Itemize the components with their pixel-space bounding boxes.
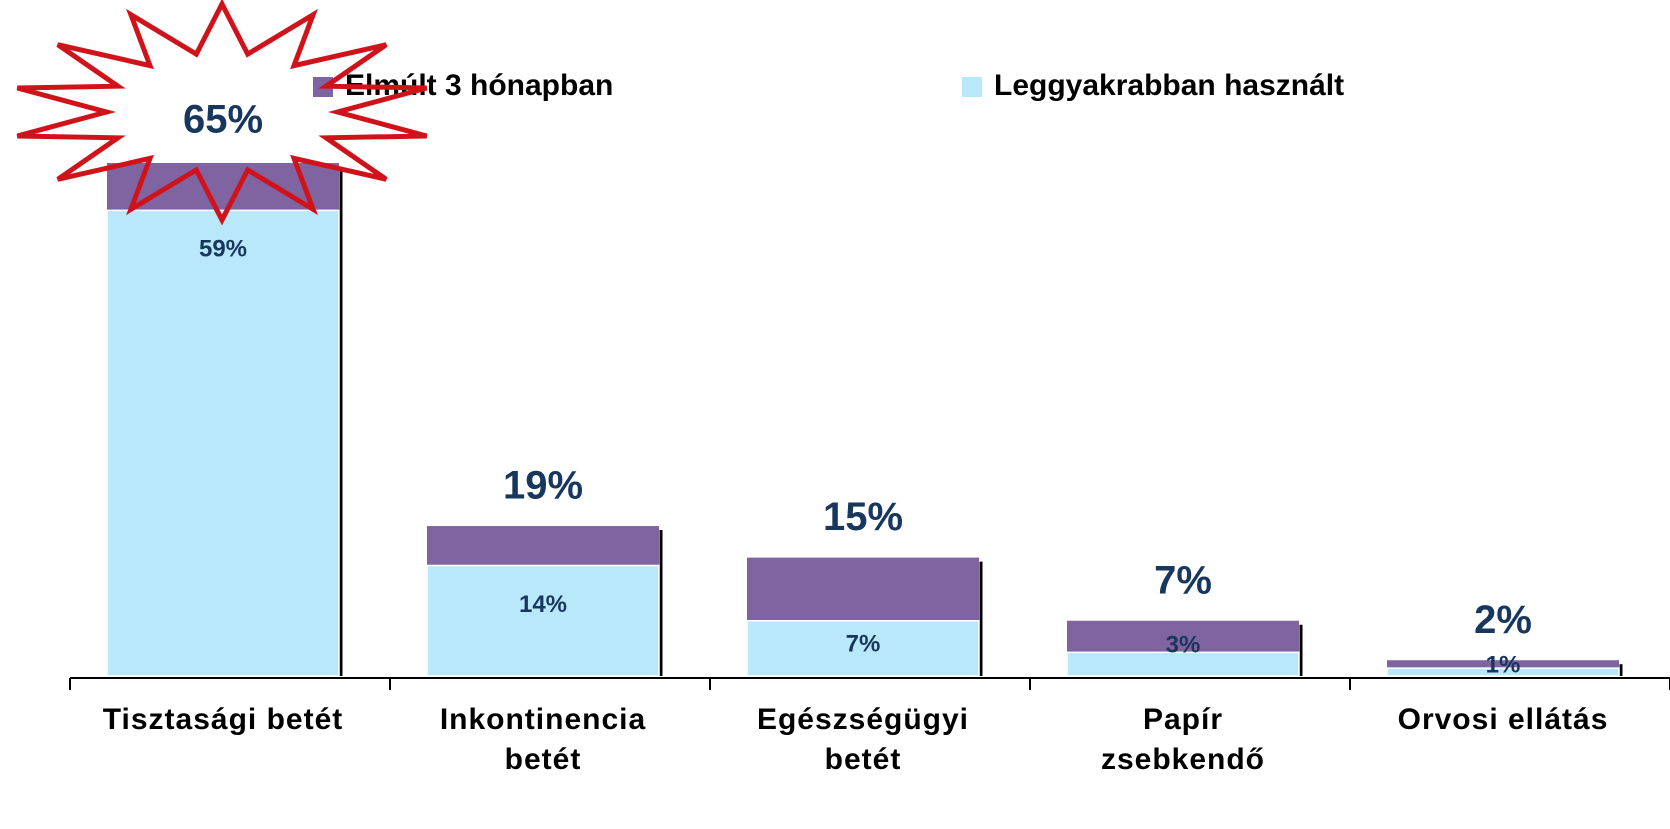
legend-swatch [962, 77, 982, 97]
bar [106, 209, 340, 677]
x-tick-label: Egészségügyi betét [756, 703, 970, 776]
bar [746, 620, 980, 677]
value-label: 2% [1474, 598, 1532, 642]
x-tick-label: Inkontinencia betét [439, 703, 647, 776]
value-label: 65% [183, 98, 263, 142]
starburst [16, 0, 428, 226]
bar [1386, 667, 1620, 677]
value-label: 19% [503, 464, 583, 508]
bar [1066, 651, 1300, 677]
x-tick-label: Orvosi ellátás [1397, 703, 1609, 736]
value-label: 1% [1486, 651, 1521, 678]
value-label: 15% [823, 495, 903, 539]
value-label: 7% [846, 631, 881, 658]
bar [426, 564, 660, 677]
legend-label: Leggyakrabban használt [994, 69, 1344, 102]
value-label: 14% [519, 591, 567, 618]
value-label: 3% [1166, 632, 1201, 659]
x-tick-label: Papír zsebkendő [1100, 703, 1266, 776]
value-label: 59% [199, 236, 247, 263]
value-label: 7% [1154, 558, 1212, 602]
x-tick-label: Tisztasági betét [102, 703, 344, 736]
